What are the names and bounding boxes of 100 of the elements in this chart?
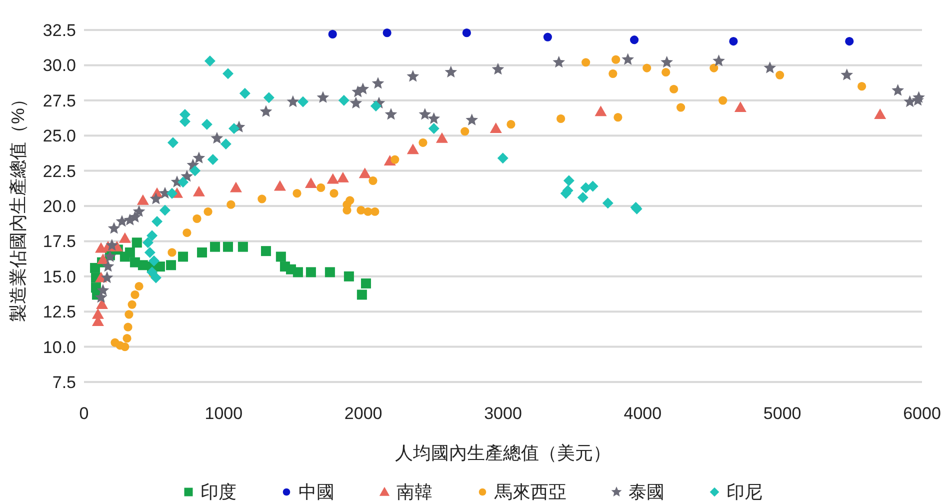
point — [718, 96, 728, 105]
point — [845, 36, 854, 46]
point — [136, 194, 149, 205]
point — [729, 36, 738, 46]
point — [874, 108, 886, 119]
point — [166, 188, 178, 199]
point — [132, 238, 142, 248]
x-tick-label: 6000 — [903, 404, 941, 423]
point — [258, 194, 266, 204]
point — [204, 55, 216, 66]
y-tick-label: 12.5 — [42, 302, 76, 322]
point — [328, 30, 337, 39]
point — [122, 334, 132, 343]
legend-label: 中國 — [298, 482, 334, 502]
y-tick-label: 22.5 — [42, 162, 76, 181]
point — [912, 91, 925, 103]
point — [116, 214, 128, 227]
point — [370, 207, 380, 216]
point — [220, 138, 232, 150]
point — [577, 192, 588, 204]
point — [382, 28, 392, 38]
point — [662, 68, 670, 77]
point — [466, 114, 478, 126]
legend-label: 南韓 — [396, 482, 432, 502]
point — [96, 254, 109, 264]
point — [222, 242, 233, 252]
point — [197, 247, 208, 258]
point — [492, 62, 504, 75]
point — [734, 101, 746, 112]
point — [263, 92, 274, 104]
point — [178, 176, 189, 188]
point — [152, 216, 163, 227]
point — [276, 252, 286, 262]
point — [563, 175, 574, 186]
point — [100, 271, 114, 284]
point — [316, 91, 330, 103]
point — [506, 120, 516, 129]
point — [134, 282, 144, 291]
point — [614, 112, 622, 122]
point — [167, 137, 178, 148]
point — [316, 183, 326, 192]
point — [138, 260, 148, 270]
y-tick-label: 7.5 — [52, 373, 76, 392]
point — [92, 308, 104, 319]
legend-label: 印度 — [200, 482, 236, 502]
point — [132, 205, 146, 217]
point — [292, 189, 302, 198]
point — [192, 186, 205, 196]
point — [286, 95, 300, 108]
point — [368, 176, 378, 185]
point — [710, 64, 718, 72]
y-tick-label: 25.0 — [42, 126, 76, 146]
point — [222, 68, 234, 80]
point — [204, 207, 212, 216]
y-tick-label: 30.0 — [42, 56, 76, 76]
y-axis-title: 製造業佔國內生產總值（%） — [8, 90, 28, 322]
point — [462, 28, 471, 38]
point — [370, 100, 382, 112]
point — [210, 132, 224, 144]
point — [622, 53, 634, 65]
point — [128, 300, 136, 309]
point — [230, 182, 242, 192]
point — [418, 138, 428, 147]
y-tick-label: 17.5 — [42, 232, 76, 252]
y-tick-label: 10.0 — [42, 338, 76, 357]
point — [326, 173, 339, 184]
point — [118, 232, 131, 243]
y-tick-label: 27.5 — [42, 91, 76, 110]
point — [428, 112, 440, 124]
point — [904, 95, 916, 108]
x-tick-label: 0 — [79, 404, 89, 423]
point — [146, 230, 158, 242]
point — [306, 267, 316, 278]
point — [182, 228, 192, 238]
point — [418, 108, 432, 120]
point — [130, 290, 140, 300]
point — [587, 180, 598, 192]
point — [428, 123, 440, 134]
point — [124, 322, 132, 332]
point — [192, 214, 202, 223]
point — [406, 144, 419, 154]
point — [260, 105, 272, 117]
point — [608, 69, 618, 78]
point — [594, 106, 607, 116]
point — [356, 290, 367, 300]
point — [128, 210, 142, 223]
point — [304, 177, 317, 188]
point — [444, 66, 458, 78]
x-tick-label: 3000 — [484, 404, 522, 423]
point — [148, 255, 160, 266]
point — [358, 168, 371, 178]
point — [670, 84, 678, 94]
point — [239, 88, 250, 99]
point — [144, 246, 156, 258]
point — [274, 180, 286, 191]
point — [146, 266, 158, 278]
point — [776, 70, 784, 80]
point — [124, 247, 135, 258]
y-tick-label: 32.5 — [42, 21, 76, 40]
point — [292, 267, 303, 278]
